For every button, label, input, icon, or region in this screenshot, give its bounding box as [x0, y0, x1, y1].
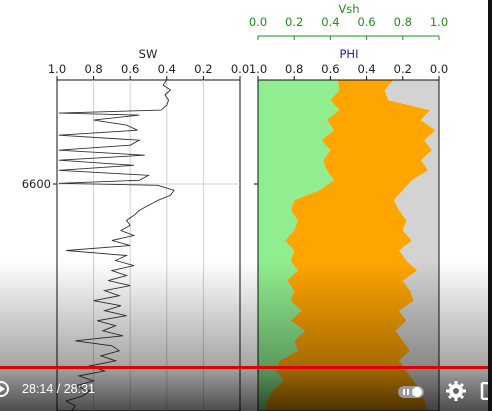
sw-track: 1.0 0.8 0.6 0.4 0.2 0.0 SW 6600 — [22, 47, 258, 411]
captions-toggle-icon[interactable] — [397, 384, 425, 403]
sw-tick-label: 0.0 — [231, 62, 249, 76]
sw-tick-label: 0.8 — [84, 62, 102, 76]
sw-track-title: SW — [139, 47, 158, 61]
vsh-tick-label: 0.2 — [285, 15, 303, 29]
vsh-tick-label: 0.0 — [249, 15, 267, 29]
sw-track-frame — [56, 79, 241, 411]
play-icon[interactable] — [0, 380, 10, 402]
depth-axis: 6600 — [22, 177, 258, 191]
phi-tick-label: 0.2 — [394, 62, 412, 76]
phi-track-frame — [257, 79, 440, 411]
video-progress-bar[interactable] — [0, 366, 492, 369]
phi-track-title: PHI — [340, 47, 359, 61]
sw-tick-label: 1.0 — [48, 62, 66, 76]
sw-tick-label: 0.6 — [121, 62, 139, 76]
vsh-tick-label: 0.4 — [321, 15, 339, 29]
phi-tick-label: 0.6 — [321, 62, 339, 76]
depth-tick-label: 6600 — [22, 177, 51, 191]
phi-tick-label: 1.0 — [249, 62, 267, 76]
player-controls: 28:14 / 28:31 — [0, 374, 492, 406]
phi-tick-label: 0.8 — [285, 62, 303, 76]
time-display: 28:14 / 28:31 — [22, 382, 95, 396]
sw-tick-label: 0.2 — [194, 62, 212, 76]
vsh-tick-label: 1.0 — [430, 15, 448, 29]
phi-tick-labels: 1.0 0.8 0.6 0.4 0.2 0.0 — [249, 62, 448, 80]
phi-vsh-track: 1.0 0.8 0.6 0.4 0.2 0.0 0.0 0.2 0.4 0.6 0.8 1.0 PH… — [249, 2, 448, 411]
gear-icon[interactable] — [445, 380, 467, 406]
phi-tick-label: 0.4 — [357, 62, 375, 76]
window-edge — [488, 0, 492, 411]
vsh-tick-label: 0.6 — [357, 15, 375, 29]
sw-tick-label: 0.4 — [158, 62, 176, 76]
vsh-tick-label: 0.8 — [394, 15, 412, 29]
phi-tick-label: 0.0 — [430, 62, 448, 76]
vsh-track-title: Vsh — [338, 2, 359, 16]
vsh-tick-labels: 0.0 0.2 0.4 0.6 0.8 1.0 — [249, 15, 448, 40]
sw-tick-labels: 1.0 0.8 0.6 0.4 0.2 0.0 — [48, 62, 249, 80]
